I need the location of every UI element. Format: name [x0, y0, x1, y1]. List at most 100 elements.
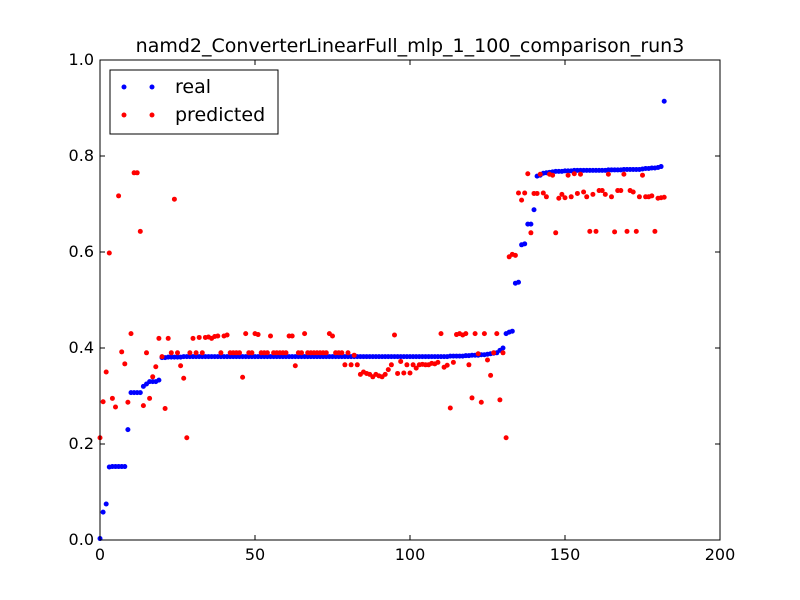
point-predicted	[100, 399, 106, 405]
point-predicted	[630, 189, 636, 195]
point-predicted	[475, 351, 481, 357]
point-predicted	[410, 362, 416, 368]
x-tick-label: 0	[95, 545, 105, 564]
point-predicted	[243, 331, 249, 337]
point-predicted	[450, 359, 456, 365]
point-predicted	[354, 362, 360, 368]
x-tick-label: 100	[395, 545, 426, 564]
point-predicted	[605, 171, 611, 177]
point-predicted	[550, 172, 556, 178]
point-real	[522, 241, 528, 247]
point-predicted	[119, 349, 125, 355]
x-tick-label: 200	[705, 545, 736, 564]
point-predicted	[339, 350, 345, 356]
point-predicted	[159, 354, 165, 360]
point-predicted	[543, 194, 549, 200]
point-predicted	[125, 399, 131, 405]
point-predicted	[587, 228, 593, 234]
point-predicted	[565, 172, 571, 178]
point-predicted	[165, 335, 171, 341]
point-predicted	[497, 397, 503, 403]
point-predicted	[128, 331, 134, 337]
x-tick-label: 150	[550, 545, 581, 564]
point-predicted	[574, 190, 580, 196]
point-predicted	[150, 374, 156, 380]
point-predicted	[302, 331, 308, 337]
point-predicted	[184, 435, 190, 441]
point-predicted	[540, 190, 546, 196]
y-axis-tick-labels: 0.0 0.2 0.4 0.6 0.8 1.0	[69, 50, 94, 549]
point-predicted	[413, 365, 419, 371]
point-predicted	[187, 350, 193, 356]
point-predicted	[494, 331, 500, 337]
point-predicted	[398, 358, 404, 364]
point-predicted	[299, 350, 304, 356]
point-predicted	[519, 197, 525, 203]
point-predicted	[264, 350, 270, 356]
legend-marker-real	[121, 84, 127, 90]
point-predicted	[140, 403, 146, 409]
point-predicted	[534, 190, 540, 196]
point-predicted	[661, 194, 667, 200]
point-predicted	[469, 395, 475, 401]
point-predicted	[525, 171, 531, 177]
point-predicted	[199, 350, 205, 356]
point-predicted	[584, 194, 590, 200]
point-predicted	[153, 364, 159, 370]
point-real	[509, 328, 515, 334]
point-predicted	[122, 361, 128, 367]
legend-marker-real	[149, 84, 155, 90]
point-real	[516, 279, 521, 285]
point-predicted	[500, 350, 506, 356]
point-predicted	[193, 350, 199, 356]
point-predicted	[351, 352, 357, 358]
legend-label-real: real	[175, 76, 211, 98]
point-predicted	[602, 191, 608, 197]
point-predicted	[516, 190, 521, 196]
legend-box	[109, 69, 279, 135]
x-axis-tick-labels: 0 50 100 150 200	[95, 545, 735, 564]
axis-ticks	[99, 59, 721, 541]
point-real	[531, 207, 537, 213]
point-predicted	[388, 362, 394, 368]
point-predicted	[618, 188, 624, 194]
point-predicted	[528, 230, 534, 236]
point-predicted	[404, 362, 410, 368]
point-predicted	[268, 333, 273, 339]
legend-label-predicted: predicted	[175, 104, 265, 126]
point-real	[156, 377, 162, 383]
point-predicted	[522, 190, 528, 196]
point-predicted	[162, 405, 168, 411]
point-real	[122, 464, 128, 470]
point-predicted	[292, 363, 298, 369]
point-predicted	[113, 404, 118, 410]
point-predicted	[190, 335, 196, 341]
point-predicted	[447, 405, 453, 411]
point-predicted	[240, 374, 246, 380]
point-predicted	[599, 188, 605, 194]
point-predicted	[345, 350, 351, 356]
point-predicted	[612, 229, 618, 235]
point-real	[103, 501, 109, 507]
point-predicted	[512, 252, 518, 258]
point-predicted	[237, 350, 242, 356]
point-real	[125, 427, 131, 433]
point-predicted	[444, 362, 450, 368]
point-real	[137, 390, 143, 396]
point-predicted	[323, 350, 329, 356]
point-predicted	[171, 196, 177, 202]
point-predicted	[156, 335, 162, 341]
point-predicted	[621, 171, 627, 177]
point-predicted	[178, 363, 184, 369]
plot-area	[100, 60, 720, 540]
point-predicted	[175, 350, 180, 356]
y-tick-label: 0.0	[69, 530, 94, 549]
point-predicted	[633, 228, 639, 234]
point-predicted	[609, 194, 614, 200]
point-real	[658, 164, 664, 170]
point-predicted	[137, 228, 143, 234]
point-predicted	[478, 399, 484, 405]
data-points	[97, 98, 667, 542]
point-predicted	[624, 228, 630, 234]
